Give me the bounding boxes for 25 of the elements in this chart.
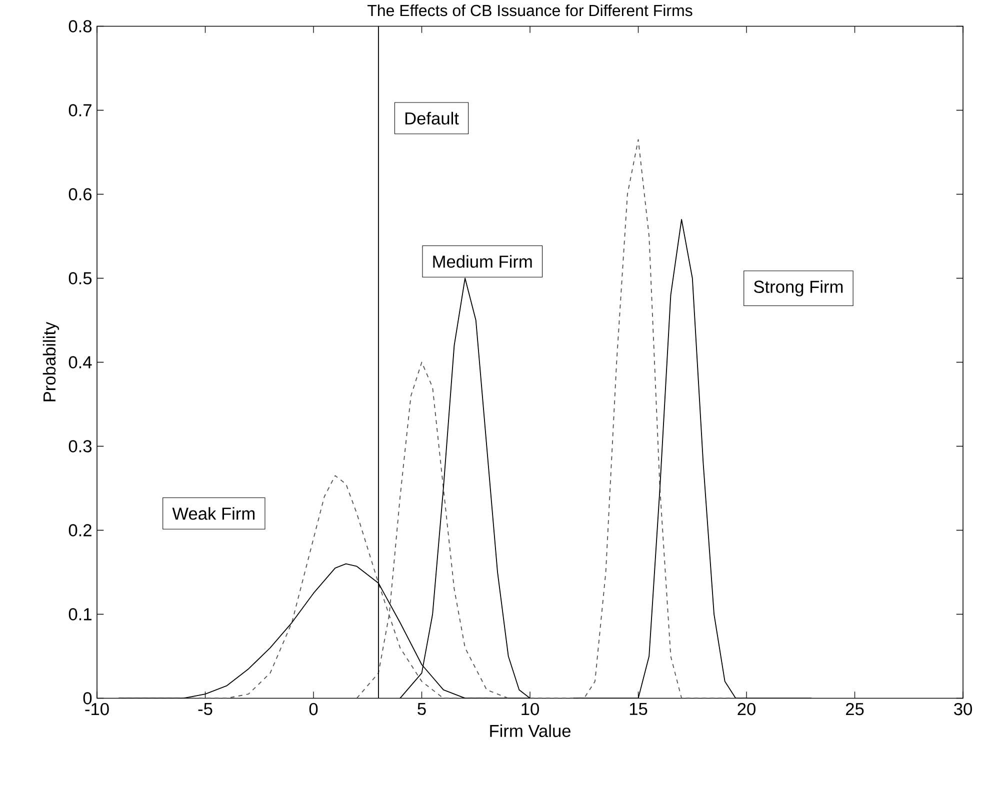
x-axis-title: Firm Value (490, 724, 570, 737)
x-tick-label: 0 (309, 702, 318, 716)
annotation: Strong Firm (754, 280, 843, 296)
y-tick-label: 0.8 (68, 20, 92, 32)
y-tick-label: 0.2 (68, 524, 92, 536)
annotation: Weak Firm (172, 506, 254, 520)
ref-line-label: Default (405, 112, 459, 124)
x-tick-label: 5 (418, 702, 426, 715)
x-tick-label: 10 (522, 702, 539, 716)
chart-title: The Effects of CB Issuance for Different Firms (367, 4, 692, 16)
x-tick-label: 15 (630, 702, 648, 715)
x-tick-label: -10 (85, 702, 109, 716)
x-tick-label: -5 (198, 702, 212, 715)
y-tick-label: 0.5 (68, 272, 92, 284)
y-axis-title: Probability (42, 322, 60, 402)
x-tick-label: 25 (846, 702, 864, 716)
x-tick-label: 30 (954, 702, 972, 716)
y-tick-label: 0 (83, 692, 92, 704)
y-tick-label: 0.3 (68, 440, 92, 452)
annotation: Medium Firm (433, 254, 532, 268)
y-tick-label: 0.6 (68, 188, 92, 200)
y-tick-label: 0.1 (68, 608, 92, 620)
y-tick-label: 0.4 (68, 356, 92, 368)
x-tick-label: 20 (738, 702, 756, 716)
y-tick-label: 0.7 (68, 104, 92, 116)
